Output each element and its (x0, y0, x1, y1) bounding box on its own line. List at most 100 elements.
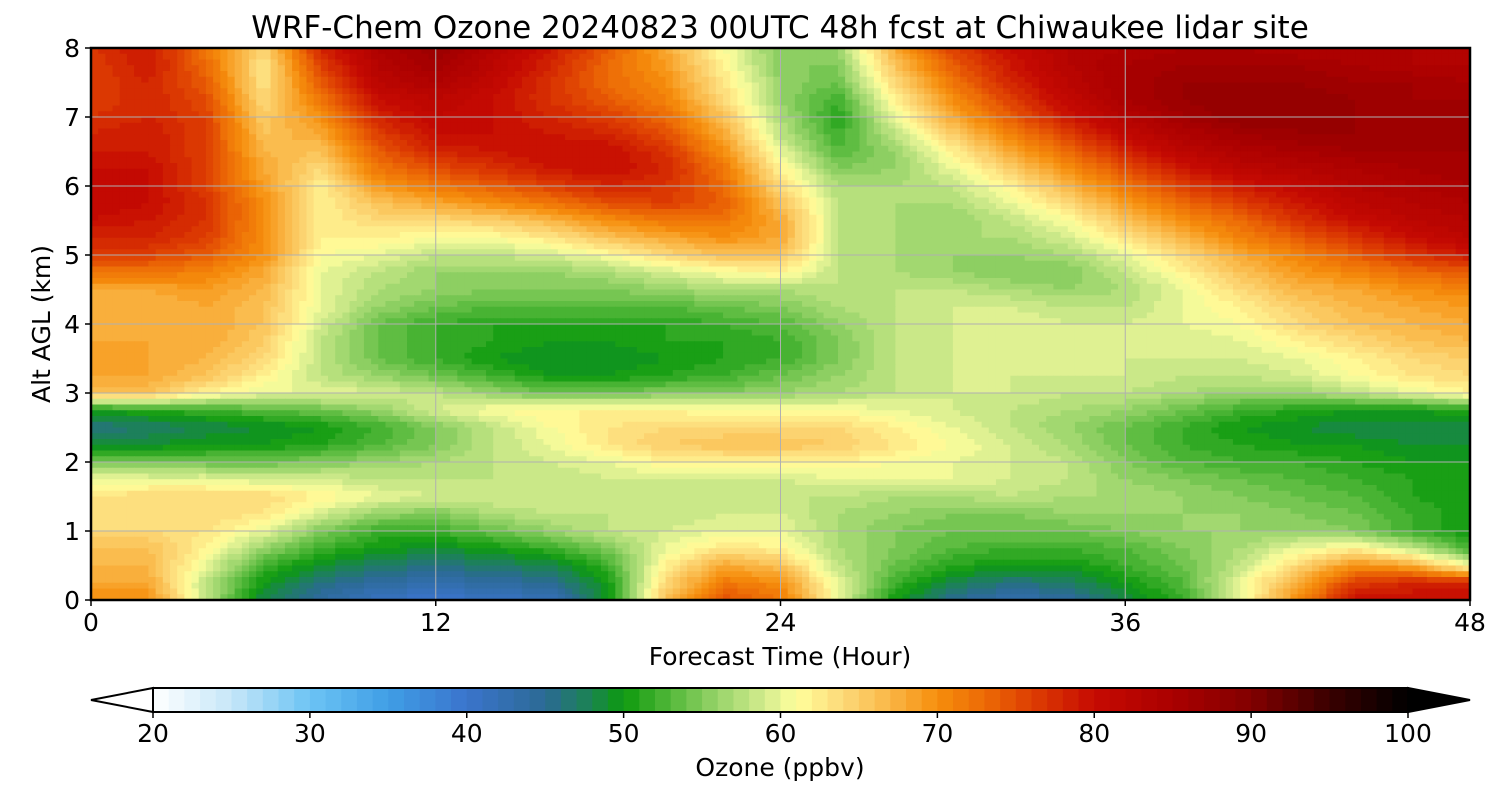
heatmap-cell (536, 105, 545, 112)
heatmap-cell (478, 76, 487, 84)
heatmap-cell (507, 76, 516, 84)
heatmap-cell (227, 82, 236, 89)
heatmap-cell (249, 168, 257, 176)
heatmap-cell (119, 88, 128, 95)
heatmap-cell (1247, 151, 1256, 158)
heatmap-cell (241, 117, 250, 124)
heatmap-cell (1254, 157, 1263, 164)
heatmap-cell (644, 145, 652, 153)
heatmap-cell (1089, 134, 1098, 141)
heatmap-cell (1398, 157, 1406, 164)
heatmap-cell (126, 76, 135, 84)
heatmap-cell (442, 174, 451, 181)
heatmap-cell (766, 174, 774, 181)
heatmap-cell (457, 157, 466, 164)
heatmap-cell (170, 105, 178, 112)
heatmap-cell (450, 180, 458, 187)
heatmap-cell (249, 65, 257, 72)
heatmap-cell (1290, 145, 1299, 153)
heatmap-cell (672, 134, 681, 141)
heatmap-cell (1319, 186, 1327, 193)
heatmap-cell (1017, 111, 1026, 118)
heatmap-cell (852, 59, 861, 66)
heatmap-cell (1240, 88, 1248, 95)
heatmap-cell (1254, 65, 1263, 72)
heatmap-cell (457, 71, 466, 78)
heatmap-cell (1297, 174, 1306, 181)
heatmap-cell (493, 128, 501, 135)
heatmap-cell (651, 111, 659, 118)
heatmap-cell (1110, 88, 1119, 95)
heatmap-cell (435, 157, 444, 164)
heatmap-cell (1455, 99, 1464, 107)
heatmap-cell (902, 59, 911, 66)
heatmap-cell (407, 88, 415, 95)
heatmap-cell (1240, 53, 1248, 61)
heatmap-cell (945, 134, 954, 141)
heatmap-cell (1031, 128, 1040, 135)
heatmap-cell (1031, 65, 1040, 72)
heatmap-cell (256, 59, 264, 66)
heatmap-cell (1046, 99, 1055, 107)
heatmap-cell (1096, 180, 1105, 187)
heatmap-cell (529, 163, 537, 170)
heatmap-cell (823, 76, 832, 84)
heatmap-cell (299, 94, 308, 101)
heatmap-cell (1003, 140, 1011, 147)
heatmap-cell (1024, 168, 1033, 176)
heatmap-cell (945, 99, 954, 107)
heatmap-cell (306, 105, 315, 112)
heatmap-cell (888, 82, 897, 89)
heatmap-cell (493, 168, 501, 176)
heatmap-cell (658, 117, 667, 124)
heatmap-cell (335, 140, 343, 147)
heatmap-cell (794, 180, 803, 187)
heatmap-cell (191, 140, 200, 147)
heatmap-cell (1161, 191, 1169, 199)
heatmap-cell (1340, 122, 1349, 130)
heatmap-cell (1426, 145, 1435, 153)
heatmap-cell (320, 128, 329, 135)
heatmap-cell (550, 48, 559, 55)
heatmap-cell (493, 59, 501, 66)
heatmap-cell (299, 53, 308, 61)
heatmap-cell (593, 140, 602, 147)
heatmap-cell (622, 163, 631, 170)
heatmap-cell (1283, 117, 1292, 124)
heatmap-cell (335, 191, 343, 199)
heatmap-cell (507, 59, 516, 66)
heatmap-cell (205, 168, 214, 176)
heatmap-cell (1268, 48, 1277, 55)
heatmap-cell (751, 105, 760, 112)
heatmap-cell (464, 71, 473, 78)
heatmap-cell (227, 94, 236, 101)
heatmap-cell (1074, 128, 1083, 135)
heatmap-cell (995, 151, 1004, 158)
heatmap-cell (909, 191, 918, 199)
heatmap-cell (658, 88, 667, 95)
heatmap-cell (579, 82, 588, 89)
heatmap-cell (1405, 99, 1414, 107)
heatmap-cell (1118, 71, 1126, 78)
heatmap-cell (213, 145, 221, 153)
heatmap-cell (888, 53, 897, 61)
heatmap-cell (873, 53, 882, 61)
heatmap-cell (1333, 163, 1342, 170)
heatmap-cell (428, 128, 437, 135)
heatmap-cell (428, 88, 437, 95)
heatmap-cell (1290, 163, 1299, 170)
heatmap-cell (952, 134, 961, 141)
heatmap-cell (1139, 94, 1148, 101)
heatmap-cell (342, 145, 351, 153)
heatmap-cell (105, 76, 114, 84)
heatmap-cell (658, 163, 667, 170)
heatmap-cell (730, 99, 738, 107)
heatmap-cell (723, 71, 731, 78)
heatmap-cell (586, 59, 595, 66)
heatmap-cell (715, 82, 724, 89)
heatmap-cell (608, 117, 616, 124)
heatmap-cell (1340, 145, 1349, 153)
heatmap-cell (378, 88, 387, 95)
heatmap-cell (442, 76, 451, 84)
heatmap-cell (414, 111, 422, 118)
